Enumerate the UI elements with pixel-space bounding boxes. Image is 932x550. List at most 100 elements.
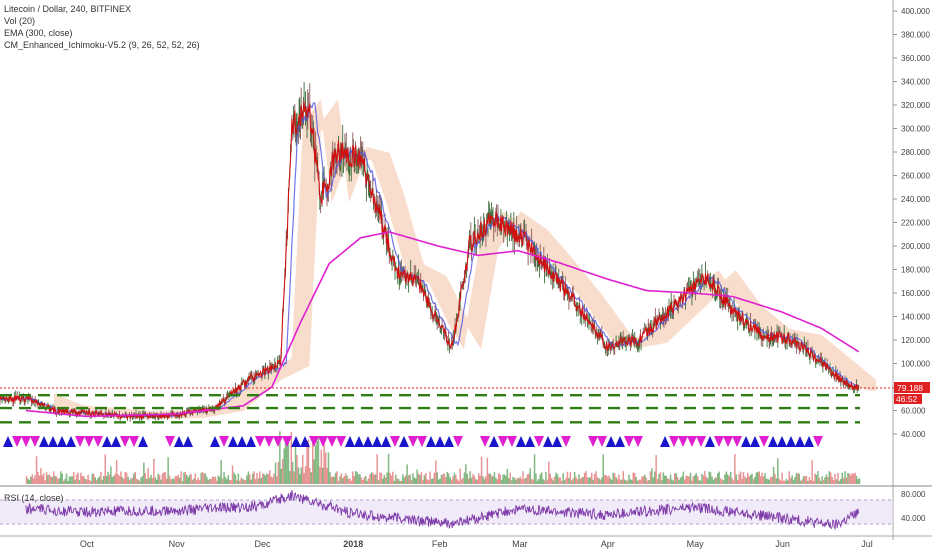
volume-bar: [548, 461, 550, 484]
volume-bar: [748, 476, 750, 484]
volume-bar: [503, 474, 506, 484]
volume-bar: [369, 474, 371, 484]
legend-ema[interactable]: EMA (300, close): [4, 28, 73, 38]
rsi-legend[interactable]: RSI (14, close): [4, 493, 64, 503]
time-axis-layer[interactable]: Oct Nov Dec 2018 Feb Mar Apr May Jun Jul: [80, 539, 873, 549]
price-tick-label: 280.000: [901, 148, 930, 157]
volume-bar: [847, 473, 849, 484]
time-tick-label: Nov: [169, 539, 186, 549]
volume-bar: [854, 472, 856, 484]
volume-bar: [450, 479, 453, 484]
volume-bar: [294, 446, 297, 484]
volume-bar: [28, 480, 31, 484]
signal-triangle-up: [399, 436, 409, 447]
volume-bar: [430, 478, 433, 484]
volume-bar: [396, 478, 398, 484]
volume-bar: [634, 473, 636, 484]
time-tick-label: May: [687, 539, 705, 549]
volume-bar: [686, 476, 689, 484]
volume-bar: [329, 471, 331, 484]
volume-bar: [138, 480, 141, 484]
volume-bar: [64, 478, 66, 484]
volume-bar: [777, 458, 779, 484]
volume-bar: [80, 472, 82, 484]
volume-bar: [180, 471, 182, 484]
volume-bar: [93, 473, 95, 484]
volume-bar: [220, 460, 222, 484]
volume-bar: [751, 473, 753, 484]
volume-bar: [725, 471, 728, 484]
volume-bar: [148, 477, 151, 484]
volume-bar: [333, 476, 335, 484]
volume-bar: [466, 473, 468, 484]
volume-bar: [555, 472, 557, 484]
volume-bar: [850, 475, 852, 484]
volume-bar: [217, 475, 219, 484]
legend-ichimoku[interactable]: CM_Enhanced_Ichimoku-V5.2 (9, 26, 52, 52…: [4, 40, 200, 50]
volume-bar: [259, 471, 261, 484]
volume-bar: [427, 480, 430, 484]
volume-bar: [728, 475, 730, 484]
volume-bar: [460, 479, 463, 484]
volume-bar: [651, 468, 653, 484]
volume-bar: [38, 475, 41, 484]
volume-bar: [307, 439, 310, 484]
volume-bar: [579, 478, 582, 484]
volume-bar: [719, 478, 722, 484]
volume-bar: [176, 476, 178, 484]
volume-bar: [602, 454, 604, 484]
volume-bar: [73, 472, 75, 484]
signal-triangle-up: [363, 436, 373, 447]
volume-bar: [685, 475, 687, 484]
volume-bar: [63, 480, 65, 484]
volume-bar: [340, 473, 343, 484]
volume-bar: [402, 474, 404, 484]
volume-bar: [246, 475, 248, 484]
rsi-tick-label: 80.000: [901, 490, 926, 499]
volume-bar: [666, 478, 669, 484]
volume-bar: [243, 479, 245, 484]
volume-bar: [57, 478, 59, 484]
volume-bar: [775, 478, 778, 484]
signal-triangle-up: [444, 436, 454, 447]
volume-bar: [373, 474, 375, 484]
volume-bar: [437, 479, 440, 484]
signal-triangle-down: [813, 436, 823, 447]
volume-bar: [103, 476, 105, 484]
volume-bar: [123, 478, 125, 484]
signal-triangle-down: [624, 436, 634, 447]
signal-triangle-up: [66, 436, 76, 447]
volume-bar: [818, 477, 821, 484]
signal-triangle-up: [660, 436, 670, 447]
volume-bar: [67, 480, 69, 484]
volume-bar: [518, 478, 520, 484]
legend-vol[interactable]: Vol (20): [4, 16, 36, 26]
volume-bar: [679, 477, 682, 484]
volume-bar: [705, 476, 707, 484]
volume-bar: [193, 478, 195, 484]
volume-bar: [233, 472, 235, 484]
volume-bar: [694, 475, 696, 484]
signal-triangle-down: [327, 436, 337, 447]
signal-triangle-down: [93, 436, 103, 447]
volume-bar: [306, 440, 308, 484]
volume-bar: [684, 479, 686, 484]
volume-layer: [25, 431, 861, 484]
volume-bar: [561, 480, 563, 484]
volume-bar: [654, 471, 656, 484]
volume-bar: [571, 480, 573, 484]
signal-triangle-up: [345, 436, 355, 447]
volume-bar: [695, 473, 697, 484]
volume-bar: [459, 468, 461, 484]
volume-bar: [794, 477, 796, 484]
legend-title[interactable]: Litecoin / Dollar, 240, BITFINEX: [4, 4, 132, 14]
volume-bar: [125, 472, 128, 484]
volume-bar: [635, 477, 637, 484]
price-axis-layer[interactable]: 40.000 60.000 80.000 100.000 120.000 140.000 1…: [893, 7, 930, 523]
volume-bar: [533, 454, 536, 484]
volume-bar: [711, 476, 713, 484]
signal-triangle-down: [390, 436, 400, 447]
volume-bar: [820, 480, 822, 484]
